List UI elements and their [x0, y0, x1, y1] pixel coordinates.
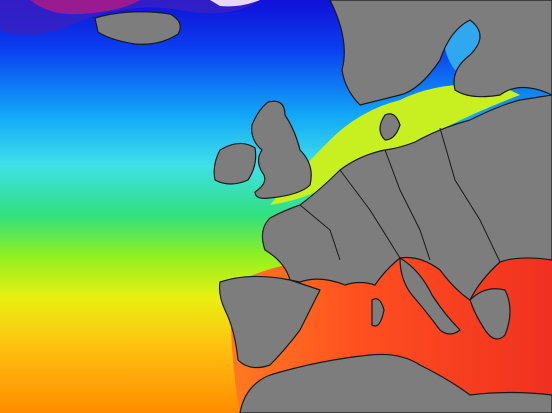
sea-ice	[210, 0, 260, 7]
denmark	[379, 113, 401, 141]
iberia	[218, 275, 321, 369]
north-africa	[239, 353, 552, 413]
ireland	[213, 142, 257, 185]
scandinavia	[329, 0, 552, 106]
italy	[399, 257, 461, 335]
north-sea-warm	[270, 84, 520, 205]
balkans	[469, 288, 511, 340]
polar-water	[30, 0, 140, 15]
continental-europe	[261, 94, 552, 301]
iceland	[94, 11, 181, 45]
great-britain	[251, 100, 312, 199]
borders	[299, 127, 501, 263]
corsica-sardinia	[371, 298, 385, 327]
